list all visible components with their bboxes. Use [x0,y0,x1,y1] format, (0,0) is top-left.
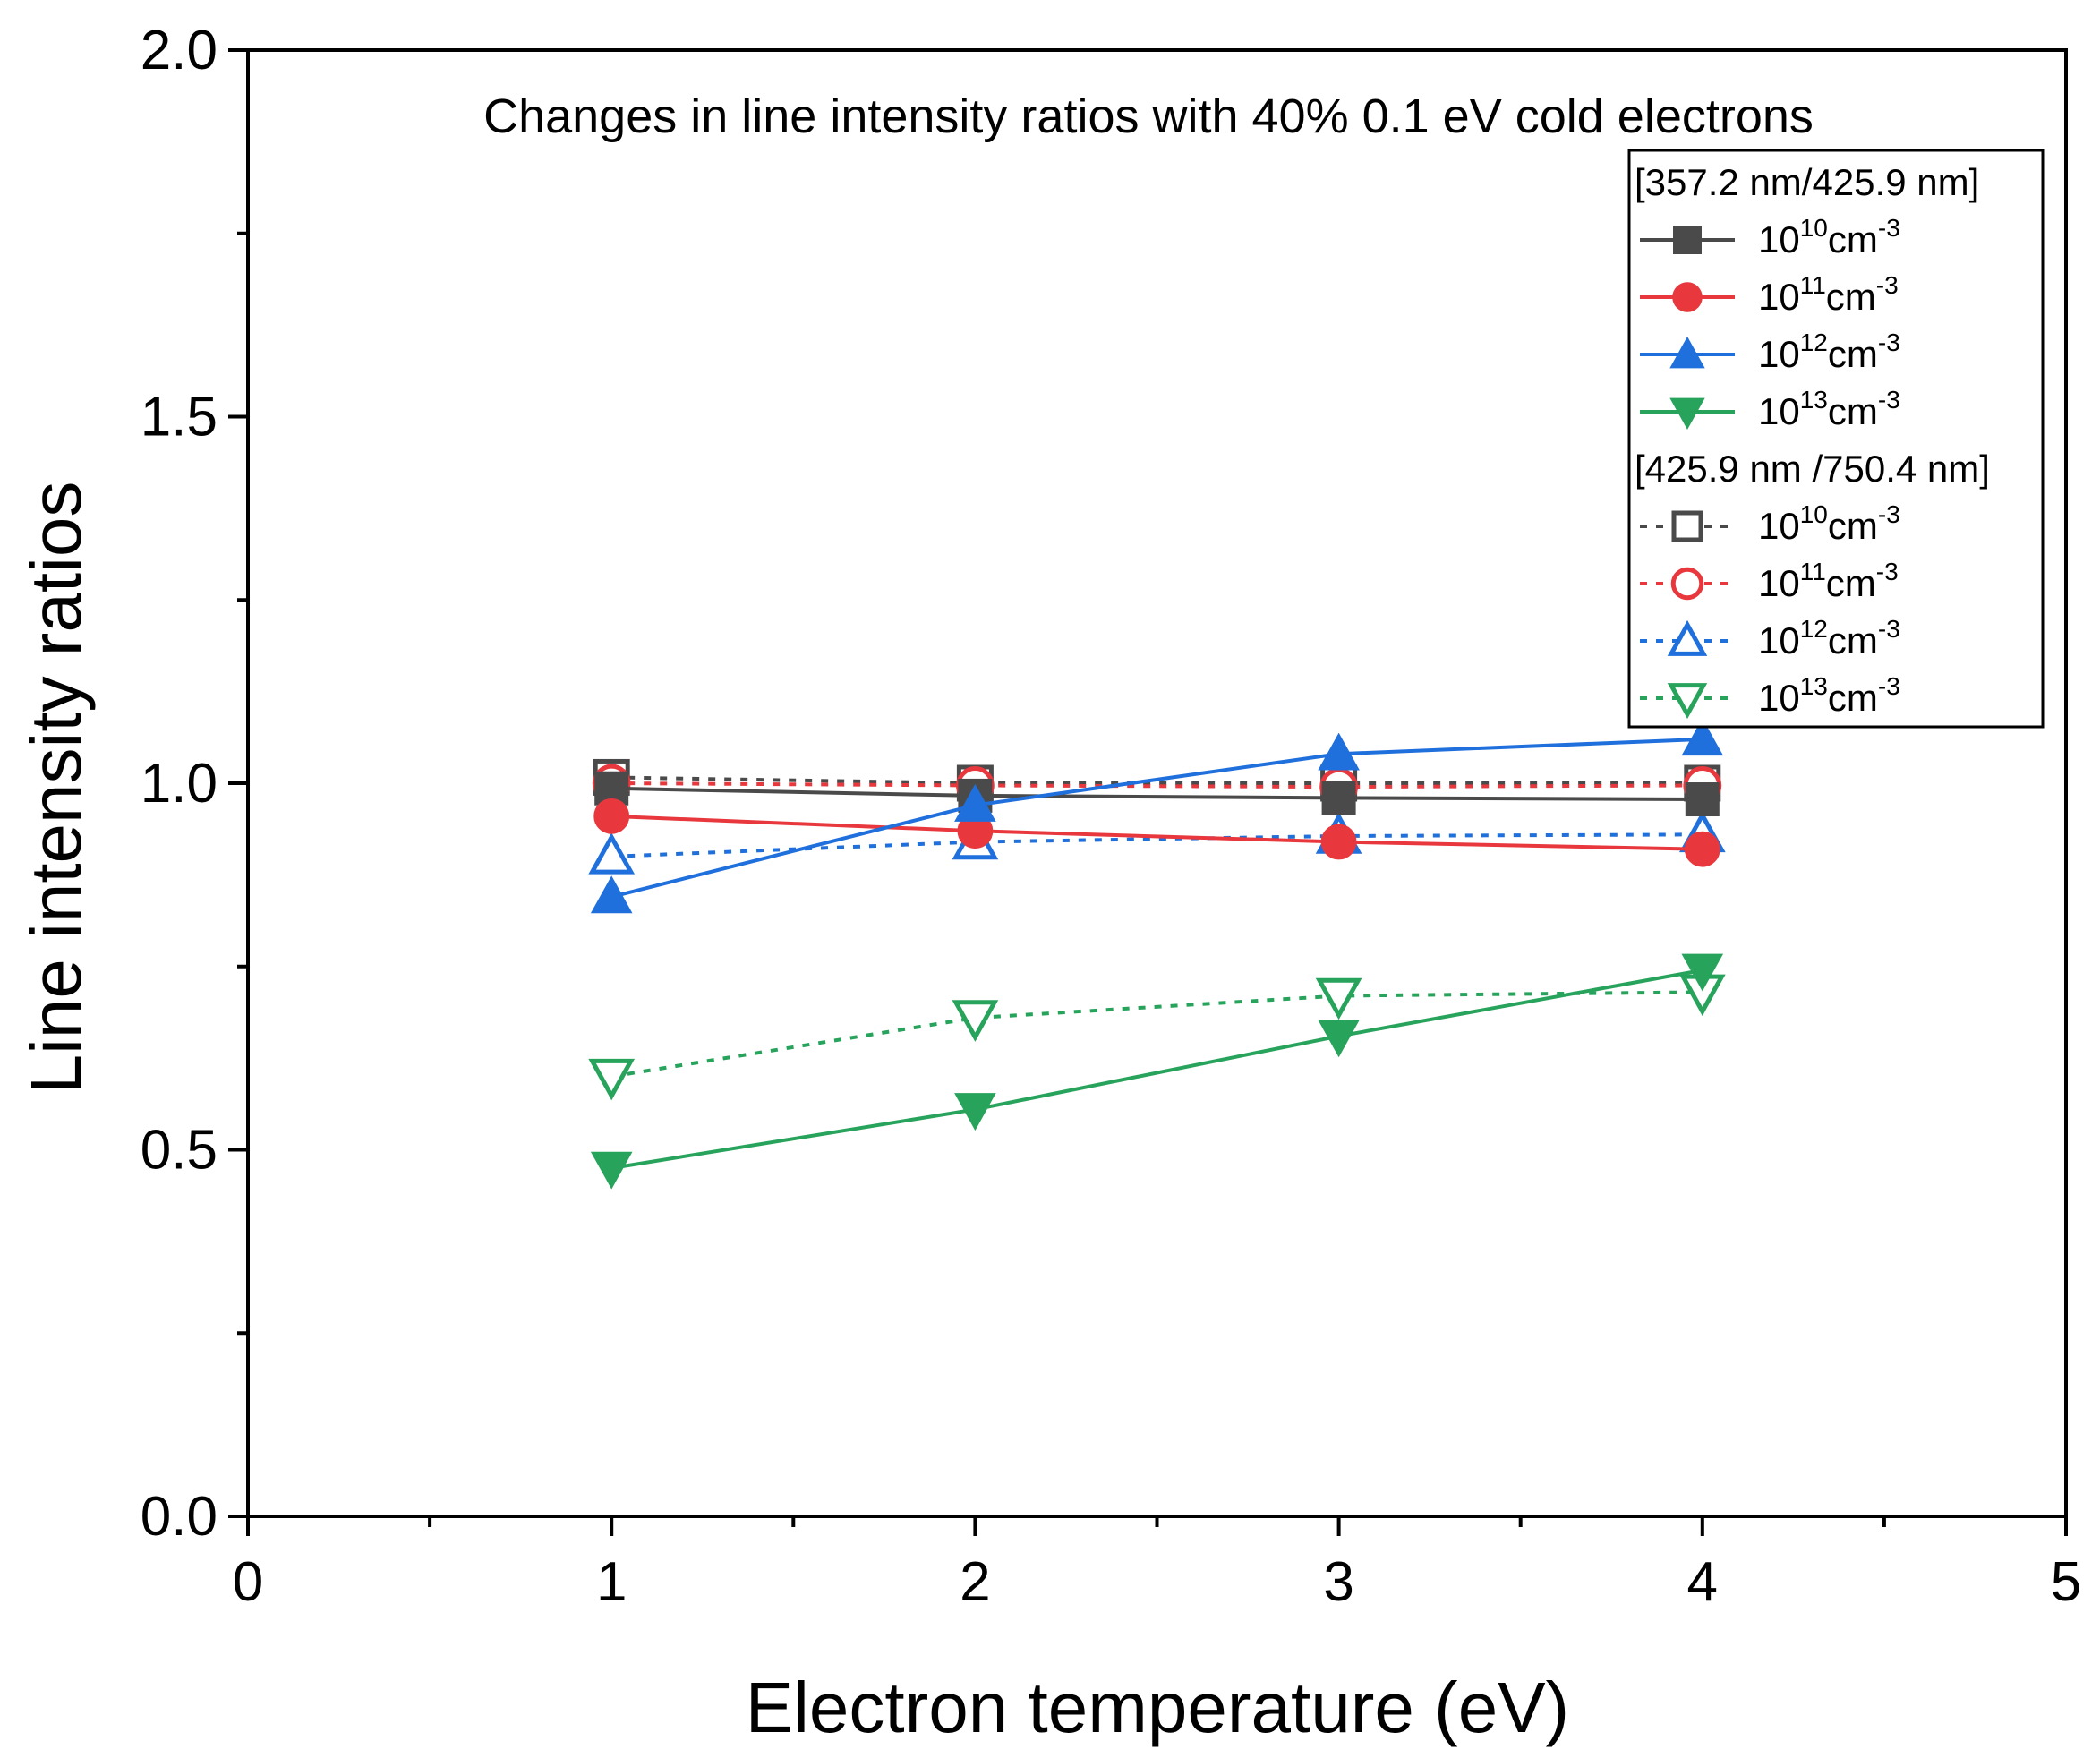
legend-label: 1012cm-3 [1758,615,1900,661]
legend-marker [1667,619,1708,656]
legend-marker [1671,510,1703,542]
legend-label: 1011cm-3 [1758,271,1899,318]
legend-item: 1010cm-3 [1640,214,1900,260]
legend-label: 1010cm-3 [1758,214,1900,260]
legend-item: 1010cm-3 [1640,500,1900,547]
data-point [954,783,996,822]
series-ratio1-10-12 [590,718,1724,914]
data-point [1318,732,1360,771]
legend-item: 1012cm-3 [1640,329,1900,375]
legend-item: 1012cm-3 [1640,615,1900,661]
data-point [954,1093,996,1131]
data-point [952,1000,999,1042]
series-line [611,775,1703,785]
series-ratio2-10-13 [588,974,1726,1101]
x-tick-label: 3 [1323,1551,1353,1613]
data-point [1321,781,1356,815]
data-point [1315,977,1362,1020]
legend-marker [1672,282,1703,312]
data-point [590,1151,633,1190]
legend-marker [1669,397,1705,431]
legend-marker [1673,226,1702,254]
data-point [1318,1020,1360,1058]
x-axis-title: Electron temperature (eV) [746,1668,1569,1747]
legend-marker [1669,336,1705,369]
series-ratio1-10-10 [594,771,1720,817]
series-ratio1-10-13 [590,953,1724,1190]
x-tick-label: 4 [1687,1551,1718,1613]
series-line [610,737,1703,899]
legend-item: 1013cm-3 [1640,386,1900,432]
legend-group-title: [425.9 nm /750.4 nm] [1635,448,1990,490]
y-axis-title: Line intensity ratios [16,482,96,1095]
legend-item: 1011cm-3 [1640,558,1899,604]
chart-title: Changes in line intensity ratios with 40… [483,90,1814,143]
legend-label: 1011cm-3 [1758,558,1899,604]
data-point [588,1058,636,1101]
legend-item: 1011cm-3 [1640,271,1899,318]
data-point [590,875,633,914]
series-layer [588,718,1726,1190]
y-tick-label: 1.0 [141,753,218,815]
legend: [357.2 nm/425.9 nm] 1010cm-3 1011cm-3 1012c… [1627,149,2045,729]
x-tick-label: 2 [960,1551,990,1613]
legend-label: 1012cm-3 [1758,329,1900,375]
data-point [1320,824,1357,860]
legend-marker [1667,683,1708,720]
legend-group-title: [357.2 nm/425.9 nm] [1635,161,1979,203]
legend-marker [1670,567,1704,601]
y-tick-label: 0.5 [141,1120,218,1182]
x-axis: 0 1 2 3 4 5 [233,1516,2081,1613]
series-line [611,781,1703,789]
y-tick-label: 2.0 [141,20,218,81]
legend-label: 1013cm-3 [1758,386,1900,432]
series-line [611,786,1703,802]
x-tick-label: 1 [596,1551,627,1613]
data-point [1685,782,1720,817]
series-ratio1-10-11 [593,798,1720,867]
series-line [610,990,1703,1079]
x-tick-label: 5 [2051,1551,2081,1613]
x-tick-label: 0 [233,1551,263,1613]
data-point [594,771,629,806]
data-point [1684,831,1720,867]
data-point [593,798,630,834]
series-line [610,968,1703,1170]
data-point [1681,953,1724,992]
legend-label: 1013cm-3 [1758,672,1900,719]
data-point [588,832,636,875]
y-tick-label: 0.0 [141,1486,218,1548]
y-tick-label: 1.5 [141,387,218,448]
legend-label: 1010cm-3 [1758,500,1900,547]
legend-item: 1013cm-3 [1640,672,1900,720]
series-line [611,814,1703,851]
data-point [1681,718,1724,756]
y-axis: 0.0 0.5 1.0 1.5 2.0 [141,20,248,1548]
